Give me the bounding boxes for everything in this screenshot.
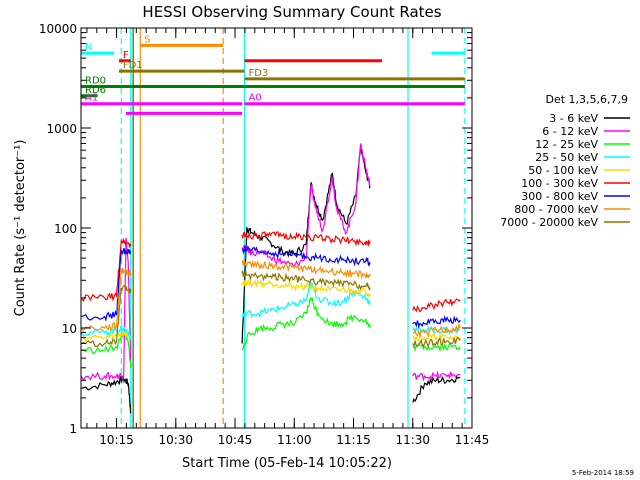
series-line-5-1	[241, 231, 371, 247]
legend-label-1: 6 - 12 keV	[542, 125, 598, 138]
x-tick-label-1: 10:30	[158, 433, 193, 447]
flag-label-8: RD6	[85, 85, 106, 96]
flag-label-10: A1	[85, 93, 98, 104]
series-line-2-1	[241, 296, 371, 351]
legend-label-3: 25 - 50 keV	[535, 151, 598, 164]
data-series	[81, 143, 461, 414]
series-line-6-0	[81, 247, 132, 323]
series-line-8-2	[412, 336, 461, 348]
series-line-6-2	[412, 315, 461, 329]
x-axis: 10:15 10:30 10:45 11:00 11:15 11:30 11:45	[86, 28, 490, 447]
series-line-2-2	[412, 342, 461, 353]
flag-label-5: FD1	[123, 60, 143, 71]
x-tick-label-0: 10:15	[99, 433, 134, 447]
chart-title: HESSI Observing Summary Count Rates	[142, 3, 441, 21]
y-axis-label: Count Rate (s⁻¹ detector⁻¹)	[13, 140, 28, 317]
legend-label-0: 3 - 6 keV	[549, 112, 598, 125]
y-tick-label-0: 1	[69, 422, 77, 436]
legend-label-7: 800 - 7000 keV	[514, 203, 598, 216]
y-tick-label-4: 10000	[39, 22, 77, 36]
series-line-6-1	[241, 245, 371, 267]
x-tick-label-3: 11:00	[277, 433, 312, 447]
series-line-1-1	[241, 143, 371, 267]
y-axis: 1 10 100 1000 10000	[39, 22, 472, 436]
series-line-7-0	[81, 267, 132, 332]
flag-label-7: RD0	[85, 76, 106, 87]
flag-label-0: S	[144, 34, 150, 45]
plot-clip	[81, 28, 466, 428]
legend-label-6: 300 - 800 keV	[521, 190, 598, 203]
timestamp: 5-Feb-2014 18:59	[572, 469, 634, 477]
series-line-3-1	[241, 282, 371, 319]
legend-label-4: 50 - 100 keV	[528, 164, 598, 177]
flag-label-1: N	[85, 42, 92, 53]
series-line-0-2	[412, 375, 461, 403]
y-tick-label-3: 1000	[46, 122, 77, 136]
series-line-7-2	[412, 322, 461, 338]
series-line-4-1	[241, 278, 371, 298]
series-line-7-1	[241, 257, 371, 280]
series-line-5-0	[81, 238, 132, 302]
legend-label-5: 100 - 300 keV	[521, 177, 598, 190]
x-tick-label-2: 10:45	[218, 433, 253, 447]
flag-label-3: F	[123, 50, 129, 61]
x-tick-label-6: 11:45	[455, 433, 490, 447]
flag-label-9: A0	[249, 93, 262, 104]
legend-label-8: 7000 - 20000 keV	[500, 216, 598, 229]
y-tick-label-1: 10	[62, 322, 77, 336]
x-tick-label-5: 11:30	[395, 433, 430, 447]
series-line-1-0	[81, 237, 132, 381]
flag-bars	[81, 43, 465, 115]
series-line-8-0	[81, 284, 132, 348]
series-line-8-1	[241, 270, 371, 292]
series-line-0-0	[81, 375, 132, 414]
legend-label-2: 12 - 25 keV	[535, 138, 598, 151]
x-tick-label-4: 11:15	[336, 433, 371, 447]
series-line-2-0	[81, 331, 132, 368]
y-tick-label-2: 100	[54, 222, 77, 236]
legend-title: Det 1,3,5,6,7,9	[545, 93, 628, 106]
flag-label-6: FD3	[249, 68, 269, 79]
series-line-4-2	[412, 333, 461, 343]
series-line-1-2	[412, 370, 461, 382]
series-line-5-2	[412, 298, 461, 313]
series-line-3-0	[81, 323, 132, 340]
x-axis-label: Start Time (05-Feb-14 10:05:22)	[182, 456, 392, 471]
